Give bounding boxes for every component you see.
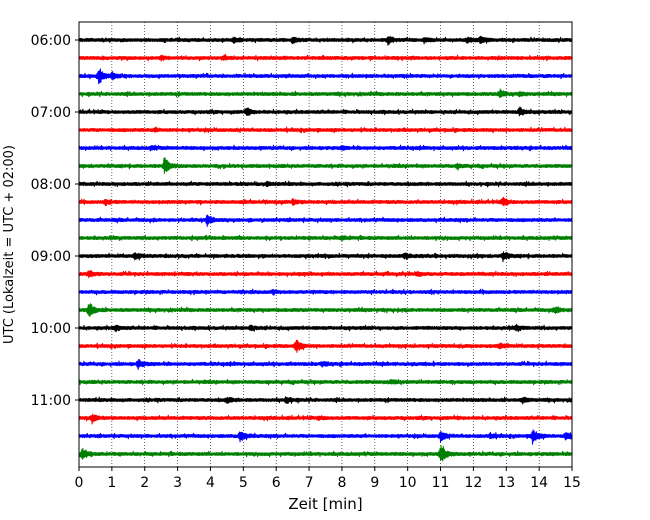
trace-20 (78, 396, 573, 405)
x-tick-label-5: 5 (239, 475, 248, 491)
trace-5 (78, 126, 573, 134)
trace-16 (78, 323, 573, 333)
trace-11 (78, 234, 573, 242)
y-axis-ticks: 06:00 07:00 08:00 09:00 10:00 11:00 (31, 33, 79, 409)
trace-3 (78, 88, 573, 99)
trace-14 (78, 288, 573, 296)
trace-9 (78, 196, 573, 207)
x-tick-label-3: 3 (173, 475, 182, 491)
trace-12 (78, 251, 573, 263)
y-tick-label-5: 11:00 (31, 393, 71, 409)
trace-7 (78, 156, 573, 174)
y-tick-label-4: 10:00 (31, 321, 71, 337)
x-tick-label-1: 1 (107, 475, 116, 491)
grid-lines (111, 22, 540, 467)
trace-18 (78, 358, 573, 370)
x-tick-label-12: 12 (464, 475, 482, 491)
x-tick-label-13: 13 (497, 475, 515, 491)
x-axis-ticks: 0 1 2 3 4 5 6 7 8 9 10 11 12 13 14 15 (75, 467, 581, 491)
trace-22 (78, 429, 573, 445)
trace-19 (78, 378, 573, 386)
x-tick-label-15: 15 (563, 475, 581, 491)
x-tick-label-9: 9 (370, 475, 379, 491)
trace-2 (78, 68, 573, 85)
x-tick-label-0: 0 (75, 475, 84, 491)
x-tick-label-6: 6 (272, 475, 281, 491)
y-tick-label-3: 09:00 (31, 249, 71, 265)
y-tick-label-0: 06:00 (31, 33, 71, 49)
seismogram-traces (78, 35, 573, 462)
y-axis-label: UTC (Lokalzeit = UTC + 02:00) (2, 145, 17, 344)
x-tick-label-8: 8 (337, 475, 346, 491)
trace-23 (78, 445, 573, 462)
x-tick-label-10: 10 (399, 475, 417, 491)
x-tick-label-14: 14 (530, 475, 548, 491)
x-tick-label-11: 11 (432, 475, 450, 491)
y-tick-label-1: 07:00 (31, 105, 71, 121)
trace-17 (78, 339, 573, 353)
trace-1 (78, 53, 573, 62)
trace-4 (78, 106, 573, 117)
x-axis-label: Zeit [min] (288, 495, 362, 513)
x-tick-label-2: 2 (140, 475, 149, 491)
x-tick-label-7: 7 (305, 475, 314, 491)
y-tick-label-2: 08:00 (31, 177, 71, 193)
trace-15 (78, 303, 573, 318)
trace-13 (78, 270, 573, 279)
plot-frame (78, 21, 573, 468)
trace-10 (78, 214, 573, 227)
x-tick-label-4: 4 (206, 475, 215, 491)
trace-6 (78, 144, 573, 152)
trace-0 (78, 35, 573, 46)
trace-8 (78, 180, 573, 188)
trace-21 (78, 413, 573, 425)
